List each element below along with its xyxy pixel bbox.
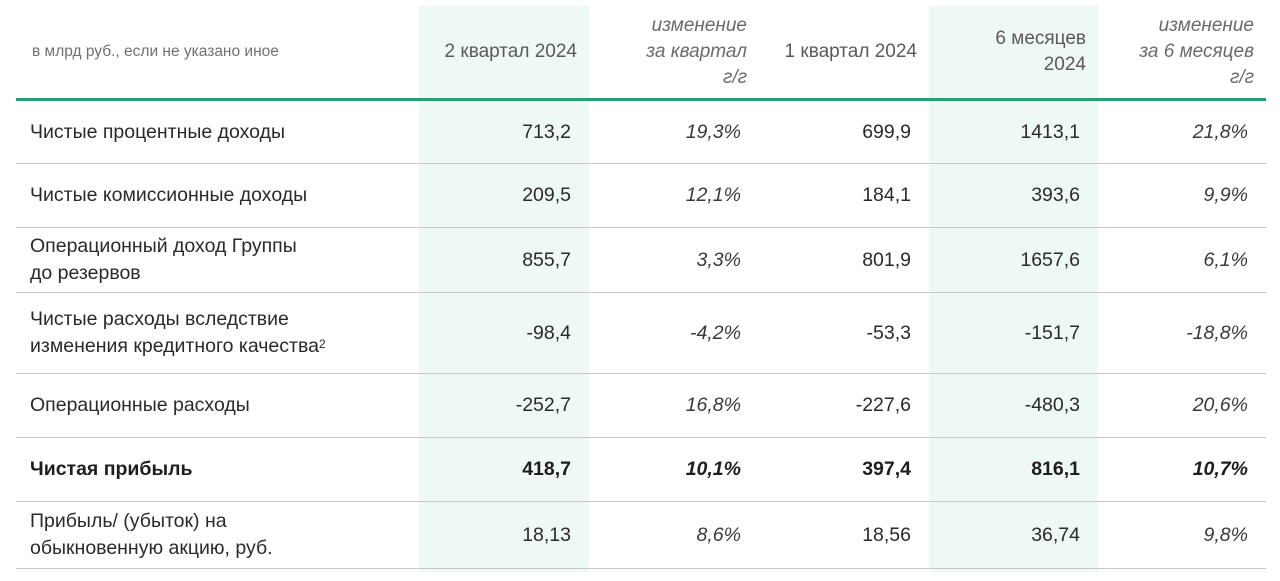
row-label-line1: Прибыль/ (убыток) на: [30, 510, 227, 532]
table-row: Чистые процентные доходы 713,2 19,3% 699…: [16, 99, 1266, 164]
cell-q2: 209,5: [419, 163, 589, 228]
cell-q-change: 10,1%: [589, 437, 759, 502]
header-units: в млрд руб., если не указано иное: [16, 6, 419, 101]
cell-h1-change: 9,9%: [1098, 163, 1266, 228]
cell-q-change: -4,2%: [589, 292, 759, 374]
row-label: Чистые процентные доходы: [16, 99, 419, 164]
table-row: Прибыль/ (убыток) на обыкновенную акцию,…: [16, 501, 1266, 569]
cell-q1: 699,9: [759, 99, 929, 164]
cell-q-change: 19,3%: [589, 99, 759, 164]
cell-q1: 801,9: [759, 227, 929, 293]
row-label-text: Чистая прибыль: [30, 458, 193, 480]
header-q2-2024: 2 квартал 2024: [419, 6, 589, 101]
cell-h1-change: -18,8%: [1098, 292, 1266, 374]
cell-h1-change: 20,6%: [1098, 373, 1266, 438]
cell-q1: 18,56: [759, 501, 929, 569]
cell-h1: 36,74: [929, 501, 1098, 569]
header-h1-change-line1: изменение: [1158, 15, 1254, 36]
cell-q-change: 3,3%: [589, 227, 759, 293]
cell-q2: 18,13: [419, 501, 589, 569]
header-q1-2024: 1 квартал 2024: [759, 6, 929, 101]
table-row: Операционный доход Группы до резервов 85…: [16, 227, 1266, 293]
footnote-marker: 2: [318, 337, 326, 351]
financial-results-table: в млрд руб., если не указано иное 2 квар…: [16, 6, 1266, 569]
header-q-change: изменение за квартал г/г: [589, 6, 759, 101]
cell-q2: 855,7: [419, 227, 589, 293]
cell-h1-change: 9,8%: [1098, 501, 1266, 569]
header-row: в млрд руб., если не указано иное 2 квар…: [16, 6, 1266, 101]
cell-h1-change: 6,1%: [1098, 227, 1266, 293]
header-q-change-line3: г/г: [722, 67, 747, 88]
cell-h1: 816,1: [929, 437, 1098, 502]
table-row: Операционные расходы -252,7 16,8% -227,6…: [16, 373, 1266, 438]
header-h1-line2: 2024: [1043, 54, 1086, 75]
cell-q2: 418,7: [419, 437, 589, 502]
cell-q-change: 16,8%: [589, 373, 759, 438]
row-label: Чистые расходы вследствие изменения кред…: [16, 292, 419, 374]
cell-q1: 184,1: [759, 163, 929, 228]
row-label: Прибыль/ (убыток) на обыкновенную акцию,…: [16, 501, 419, 569]
cell-h1-change: 21,8%: [1098, 99, 1266, 164]
cell-h1: -480,3: [929, 373, 1098, 438]
cell-h1-change: 10,7%: [1098, 437, 1266, 502]
row-label-text: Чистые комиссионные доходы: [30, 184, 308, 206]
table-row: Чистые комиссионные доходы 209,5 12,1% 1…: [16, 163, 1266, 228]
table-row: Чистая прибыль 418,7 10,1% 397,4 816,1 1…: [16, 437, 1266, 502]
cell-q1: 397,4: [759, 437, 929, 502]
cell-h1: 393,6: [929, 163, 1098, 228]
cell-q2: 713,2: [419, 99, 589, 164]
cell-h1: 1657,6: [929, 227, 1098, 293]
row-label-line1: Чистые расходы вследствие: [30, 308, 289, 330]
header-q-change-line2: за квартал: [646, 41, 747, 62]
cell-q-change: 12,1%: [589, 163, 759, 228]
row-label-line1: Операционный доход Группы: [30, 235, 297, 257]
cell-h1: 1413,1: [929, 99, 1098, 164]
cell-q-change: 8,6%: [589, 501, 759, 569]
row-label: Операционный доход Группы до резервов: [16, 227, 419, 293]
header-h1-line1: 6 месяцев: [995, 28, 1086, 49]
header-h1-change-line3: г/г: [1229, 67, 1254, 88]
header-q-change-line1: изменение: [651, 15, 747, 36]
cell-q2: -98,4: [419, 292, 589, 374]
cell-q2: -252,7: [419, 373, 589, 438]
row-label: Операционные расходы: [16, 373, 419, 438]
row-label-line2: изменения кредитного качества: [30, 335, 319, 357]
header-h1-change-line2: за 6 месяцев: [1139, 41, 1254, 62]
row-label: Чистые комиссионные доходы: [16, 163, 419, 228]
row-label-line2: до резервов: [30, 262, 141, 284]
row-label-text: Операционные расходы: [30, 394, 250, 416]
cell-q1: -53,3: [759, 292, 929, 374]
row-label: Чистая прибыль: [16, 437, 419, 502]
table-row: Чистые расходы вследствие изменения кред…: [16, 292, 1266, 374]
row-label-line2: обыкновенную акцию, руб.: [30, 537, 273, 559]
header-h1-change: изменение за 6 месяцев г/г: [1098, 6, 1266, 101]
row-label-text: Чистые процентные доходы: [30, 120, 285, 143]
cropped-footer-fragment: [30, 574, 170, 581]
header-h1-2024: 6 месяцев 2024: [929, 6, 1098, 101]
cell-q1: -227,6: [759, 373, 929, 438]
cell-h1: -151,7: [929, 292, 1098, 374]
